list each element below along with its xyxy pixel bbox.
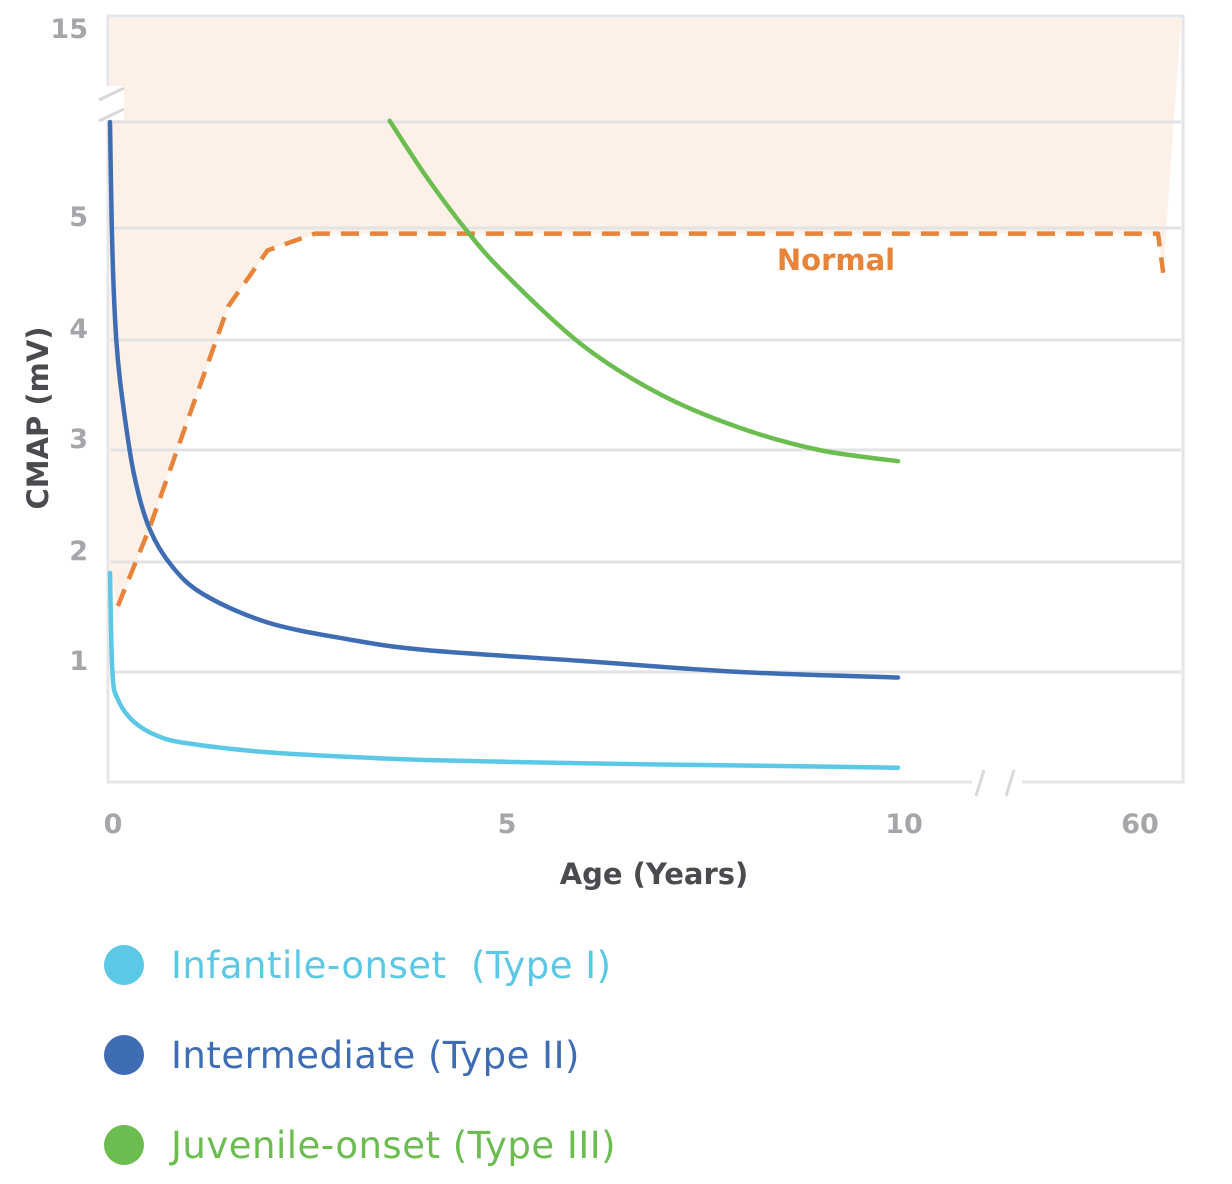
legend-swatch <box>104 945 144 985</box>
x-tick-label: 10 <box>885 809 923 840</box>
y-break-mark <box>98 107 125 123</box>
normal-annotation: Normal <box>777 243 895 277</box>
legend-swatch <box>104 1035 144 1075</box>
legend: Infantile-onset (Type I) Intermediate (Ty… <box>104 935 804 1175</box>
y-tick-label: 4 <box>69 314 88 345</box>
legend-item: Juvenile-onset (Type III) <box>104 1115 616 1175</box>
axis-breaks <box>96 86 1022 797</box>
y-tick-label: 3 <box>69 424 88 455</box>
y-tick-label: 2 <box>69 536 88 567</box>
series-line-3 <box>387 118 901 464</box>
y-tick-label: 1 <box>69 646 88 677</box>
x-tick-label: 0 <box>104 809 123 840</box>
y-tick-label: 15 <box>50 14 88 45</box>
normal-range-shading <box>110 18 1181 606</box>
series-line-1 <box>107 570 901 770</box>
y-axis-title: CMAP (mV) <box>21 326 55 509</box>
x-tick-label: 5 <box>498 809 517 840</box>
legend-item: Infantile-onset (Type I) <box>104 935 612 995</box>
x-break-mark <box>1004 769 1016 797</box>
y-break-mark <box>98 86 125 102</box>
legend-swatch <box>104 1125 144 1165</box>
gridlines <box>110 120 1181 674</box>
legend-item: Intermediate (Type II) <box>104 1025 580 1085</box>
y-tick-labels: 1 2 3 4 5 15 <box>50 14 88 677</box>
x-break-mark <box>974 769 986 797</box>
series-lines <box>107 118 1166 770</box>
series-line-2 <box>107 119 901 680</box>
x-axis-title: Age (Years) <box>560 857 749 891</box>
legend-label: Juvenile-onset (Type III) <box>171 1123 617 1167</box>
legend-label: Infantile-onset (Type I) <box>171 943 612 987</box>
x-tick-labels: 0 5 10 60 <box>104 809 1159 840</box>
series-line-0 <box>115 231 1166 607</box>
x-tick-label: 60 <box>1121 809 1159 840</box>
legend-label: Intermediate (Type II) <box>171 1033 580 1077</box>
y-tick-label: 5 <box>69 202 88 233</box>
